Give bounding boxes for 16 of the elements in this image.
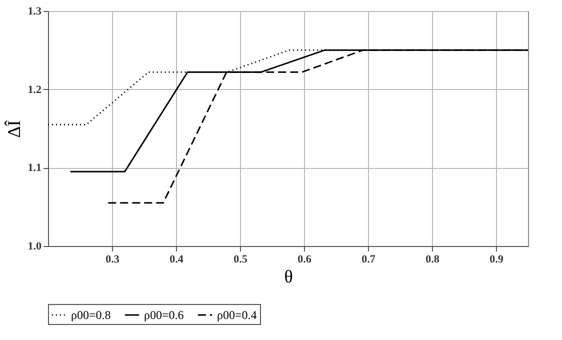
y-tick-label: 1.1: [28, 162, 42, 174]
y-tick-label: 1.2: [28, 84, 42, 96]
y-tick-label: 1.0: [28, 240, 42, 252]
x-tick-label: 0.5: [234, 254, 248, 266]
y-axis-title: ΔÎ: [4, 120, 24, 138]
legend-label: ρ00=0.8: [71, 308, 111, 322]
x-tick-label: 0.7: [362, 254, 376, 266]
legend-label: ρ00=0.4: [217, 308, 257, 322]
x-axis-title: θ: [284, 266, 293, 286]
legend-label: ρ00=0.6: [144, 308, 184, 322]
x-tick-label: 0.8: [426, 254, 440, 266]
x-tick-label: 0.4: [170, 254, 184, 266]
x-tick-label: 0.9: [490, 254, 504, 266]
y-tick-label: 1.3: [28, 6, 42, 18]
x-tick-label: 0.3: [106, 254, 120, 266]
x-tick-label: 0.6: [298, 254, 312, 266]
